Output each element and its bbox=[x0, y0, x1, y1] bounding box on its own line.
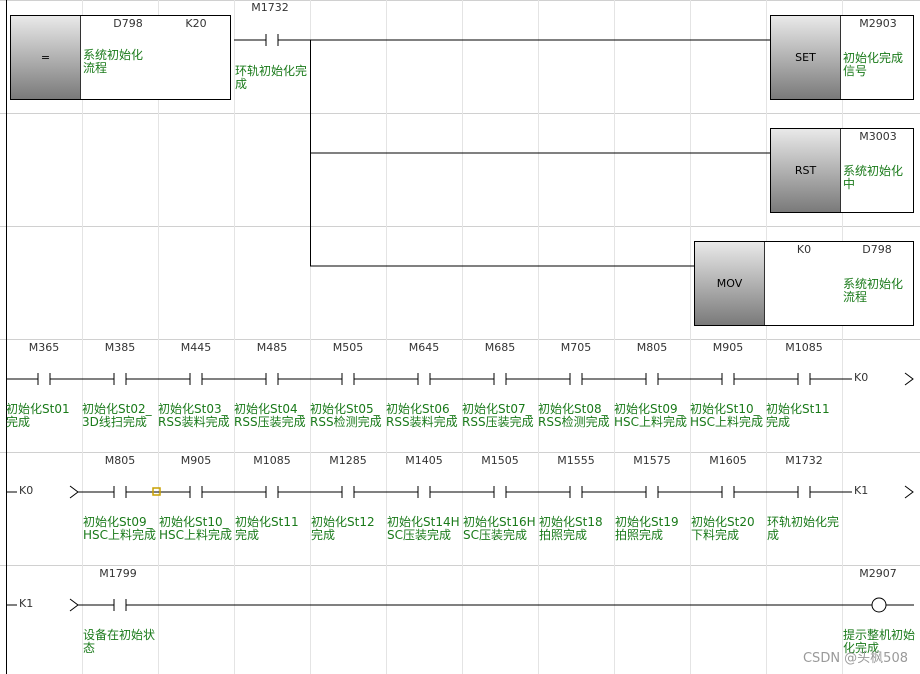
jump-label-k1: K1 bbox=[854, 484, 869, 497]
contact-comment: 初始化St05_RSS检测完成 bbox=[310, 402, 382, 429]
contact-comment: 初始化St11完成 bbox=[235, 515, 299, 542]
contact-address: M905 bbox=[712, 341, 744, 354]
rst-instruction[interactable]: RST M3003 系统初始化中 bbox=[770, 128, 914, 213]
contact-comment: 初始化St20下料完成 bbox=[691, 515, 755, 542]
mov-operand-s1: K0 bbox=[796, 243, 812, 256]
set-function: SET bbox=[771, 16, 841, 99]
contact-address: M685 bbox=[484, 341, 516, 354]
contact-comment: 初始化St09_HSC上料完成 bbox=[614, 402, 688, 429]
mov-comment: 系统初始化流程 bbox=[843, 277, 904, 304]
contact-comment: 初始化St09_HSC上料完成 bbox=[83, 515, 157, 542]
contact-address: M505 bbox=[332, 341, 364, 354]
contact-address: M1285 bbox=[329, 454, 367, 467]
contact-comment: 初始化St18拍照完成 bbox=[539, 515, 603, 542]
compare-function: = bbox=[11, 16, 81, 99]
contact-address: M645 bbox=[408, 341, 440, 354]
coil-address: M2907 bbox=[859, 567, 897, 580]
contact-comment: 初始化St02_3D线扫完成 bbox=[82, 402, 152, 429]
rst-comment: 系统初始化中 bbox=[843, 164, 904, 191]
set-instruction[interactable]: SET M2903 初始化完成信号 bbox=[770, 15, 914, 100]
watermark: CSDN @头枫508 bbox=[802, 651, 908, 666]
contact-address: M1505 bbox=[481, 454, 519, 467]
contact-comment: 初始化St01完成 bbox=[6, 402, 70, 429]
contact-address: M1732 bbox=[251, 1, 289, 14]
contact-comment: 初始化St19拍照完成 bbox=[615, 515, 679, 542]
set-comment: 初始化完成信号 bbox=[843, 51, 904, 78]
jump-arrow bbox=[69, 598, 79, 612]
coil-circle bbox=[871, 597, 887, 613]
contact-address: M365 bbox=[28, 341, 60, 354]
contact-address: M445 bbox=[180, 341, 212, 354]
rst-function: RST bbox=[771, 129, 841, 212]
contact-comment: 环轨初始化完成 bbox=[235, 64, 308, 91]
contact-comment: 初始化St07_RSS压装完成 bbox=[462, 402, 534, 429]
contact-address: M1799 bbox=[99, 567, 137, 580]
contact-comment: 初始化St04_RSS压装完成 bbox=[234, 402, 306, 429]
rst-operand: M3003 bbox=[859, 130, 897, 143]
contact-address: M805 bbox=[104, 454, 136, 467]
contact-address: M1732 bbox=[785, 454, 823, 467]
contact-comment: 初始化St10_HSC上料完成 bbox=[690, 402, 764, 429]
entry-label-k1: K1 bbox=[19, 597, 34, 610]
compare-operand-s1: D798 bbox=[113, 17, 143, 30]
contact-address: M385 bbox=[104, 341, 136, 354]
compare-operand-s2: K20 bbox=[185, 17, 207, 30]
contact-address: M1405 bbox=[405, 454, 443, 467]
contact-comment: 初始化St14HSC压装完成 bbox=[387, 515, 460, 542]
contact-comment: 初始化St08_RSS检测完成 bbox=[538, 402, 610, 429]
contact-address: M805 bbox=[636, 341, 668, 354]
contact-comment: 设备在初始状态 bbox=[83, 628, 156, 655]
mov-operand-s2: D798 bbox=[862, 243, 892, 256]
contact-comment: 初始化St10_HSC上料完成 bbox=[159, 515, 233, 542]
contact-address: M485 bbox=[256, 341, 288, 354]
contact-comment: 环轨初始化完成 bbox=[767, 515, 840, 542]
jump-arrow bbox=[69, 485, 79, 499]
mov-function: MOV bbox=[695, 242, 765, 325]
jump-label-k0: K0 bbox=[854, 371, 869, 384]
contact-address: M1575 bbox=[633, 454, 671, 467]
jump-arrow bbox=[904, 372, 914, 386]
compare-instruction[interactable]: = D798 K20 系统初始化流程 bbox=[10, 15, 231, 100]
coil-comment: 提示整机初始化完成 bbox=[843, 628, 916, 655]
contact-address: M1085 bbox=[785, 341, 823, 354]
contact-address: M1605 bbox=[709, 454, 747, 467]
contact-address: M1085 bbox=[253, 454, 291, 467]
contact-comment: 初始化St16HSC压装完成 bbox=[463, 515, 536, 542]
jump-arrow bbox=[904, 485, 914, 499]
contact-comment: 初始化St11完成 bbox=[766, 402, 830, 429]
cursor-marker bbox=[152, 487, 161, 496]
entry-label-k0: K0 bbox=[19, 484, 34, 497]
mov-instruction[interactable]: MOV K0 D798 系统初始化流程 bbox=[694, 241, 914, 326]
contact-comment: 初始化St06_RSS装料完成 bbox=[386, 402, 458, 429]
contact-comment: 初始化St03_RSS装料完成 bbox=[158, 402, 230, 429]
contact-address: M705 bbox=[560, 341, 592, 354]
contact-comment: 初始化St12完成 bbox=[311, 515, 375, 542]
contact-address: M905 bbox=[180, 454, 212, 467]
set-operand: M2903 bbox=[859, 17, 897, 30]
compare-comment: 系统初始化流程 bbox=[83, 48, 144, 75]
contact-address: M1555 bbox=[557, 454, 595, 467]
